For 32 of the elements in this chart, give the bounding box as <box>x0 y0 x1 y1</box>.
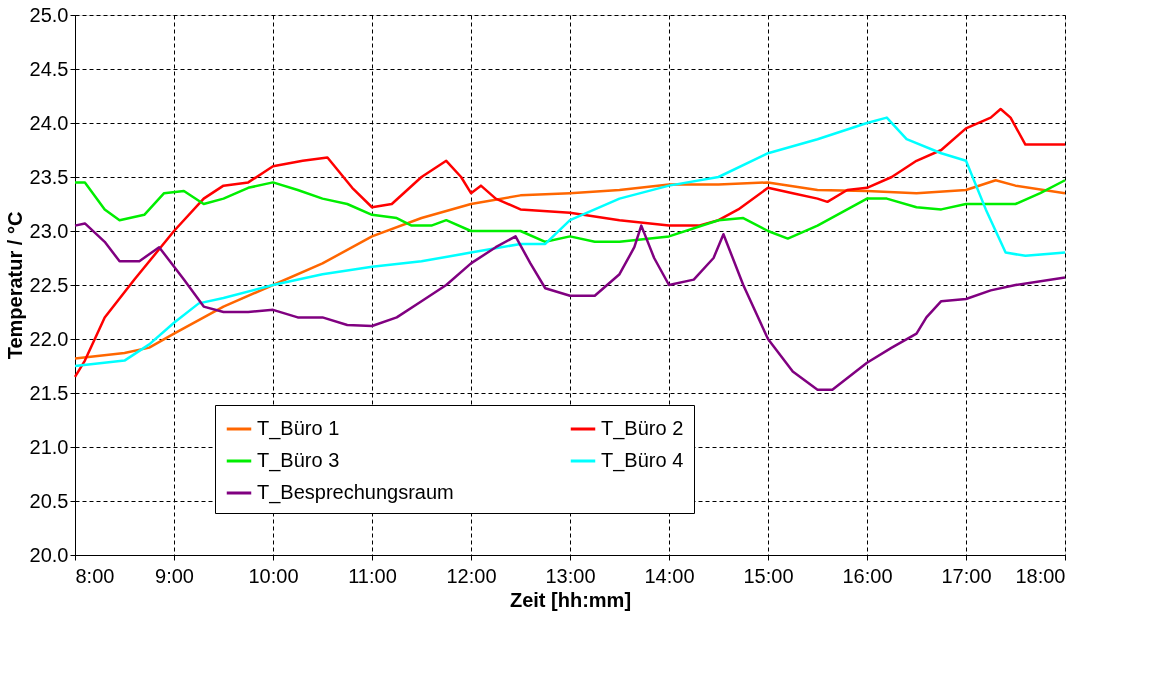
x-tick-label: 8:00 <box>75 564 115 587</box>
y-tick-label: 21.5 <box>29 381 69 404</box>
x-tick-label: 14:00 <box>644 564 695 587</box>
y-tick-label: 20.5 <box>29 489 69 512</box>
y-tick-label: 23.5 <box>29 165 69 188</box>
x-tick-label: 18:00 <box>1015 564 1066 587</box>
line-series <box>73 222 1067 392</box>
legend-label: T_Büro 2 <box>601 417 684 440</box>
x-tick-label: 13:00 <box>545 564 596 587</box>
x-tick-label: 9:00 <box>155 564 194 587</box>
y-tick-label: 21.0 <box>29 435 69 458</box>
line-series <box>73 178 1067 360</box>
y-tick-label: 24.0 <box>29 111 69 134</box>
x-tick-label: 17:00 <box>941 564 992 587</box>
legend-label: T_Büro 1 <box>257 417 340 440</box>
y-tick-label: 22.0 <box>29 327 69 350</box>
y-tick-label: 25.0 <box>29 3 69 26</box>
y-tick-label: 22.5 <box>29 273 69 296</box>
legend-label: T_Büro 3 <box>257 449 340 472</box>
x-tick-label: 16:00 <box>842 564 893 587</box>
x-tick-label: 12:00 <box>446 564 497 587</box>
y-axis-title: Temperatur / °C <box>3 211 26 360</box>
line-series <box>73 178 1067 244</box>
x-tick-label: 11:00 <box>348 564 397 587</box>
y-tick-label: 20.0 <box>29 543 69 566</box>
legend-label: T_Besprechungsraum <box>257 481 454 504</box>
x-tick-label: 10:00 <box>248 564 299 587</box>
y-tick-label: 24.5 <box>29 57 69 80</box>
legend-label: T_Büro 4 <box>601 449 684 472</box>
y-tick-label: 23.0 <box>29 219 69 242</box>
x-axis-title: Zeit [hh:mm] <box>509 588 632 611</box>
x-tick-label: 15:00 <box>743 564 794 587</box>
